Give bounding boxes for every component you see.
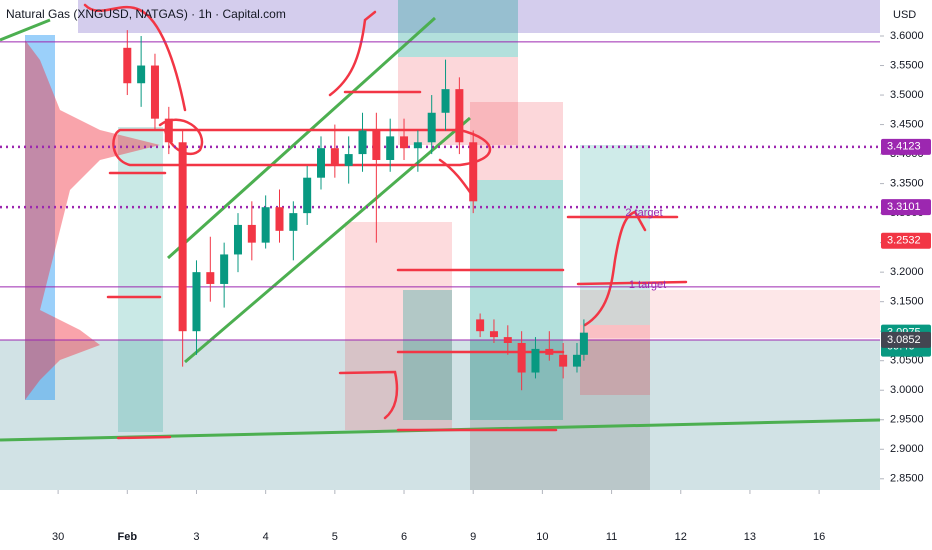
candle-body [233,224,242,255]
zone [580,145,650,325]
candle-body [303,177,312,214]
candle-body [476,319,485,332]
x-tick-label: 11 [606,531,617,543]
volume-profile [25,35,55,400]
x-tick-label: Feb [118,531,138,543]
zone [580,325,650,395]
candle-body [206,272,215,284]
candle-body [137,65,146,84]
freehand [328,10,377,97]
candle-body [317,148,326,178]
candle-body [289,213,298,231]
candle-body [559,354,568,367]
price-label: 3.3101 [887,201,921,213]
zone [470,180,563,420]
freehand [576,280,688,286]
candle-body [427,112,436,143]
x-tick-label: 13 [744,531,756,543]
candle-body [164,118,173,143]
zone [0,340,880,490]
x-tick-label: 16 [813,531,825,543]
candle-body [150,65,159,119]
y-tick-label: 2.9500 [890,414,924,426]
candle-body [372,130,381,160]
x-tick-label: 4 [263,531,269,543]
candle-body [400,136,409,149]
zone [345,222,452,430]
candle-body [441,89,450,113]
price-label: 3.0852 [887,334,921,346]
x-tick-label: 6 [401,531,407,543]
candle-body [358,130,367,155]
y-tick-label: 3.5500 [890,59,924,71]
trend-line [166,16,437,260]
x-tick-label: 30 [52,531,64,543]
candle-body [489,331,498,338]
freehand [116,435,172,440]
price-badge [881,331,931,348]
price-label: 3.4123 [887,141,921,153]
candle-body [413,142,422,149]
trend-line [184,116,471,364]
axis-background [0,490,932,550]
candle-body [330,148,339,166]
zone [78,0,880,33]
x-tick-label: 9 [470,531,476,543]
candle-body [579,332,588,355]
volume-profile [25,40,160,400]
y-tick-label: 2.9000 [890,443,924,455]
price-badge [881,138,931,155]
candle-body [192,272,201,332]
currency: USD [893,9,916,21]
freehand [338,370,399,420]
y-tick-label: 3.2000 [890,266,924,278]
candle-body [469,142,478,202]
y-tick-label: 3.0000 [890,384,924,396]
y-tick-label: 3.0500 [890,355,924,367]
candle-body [503,337,512,343]
zone [398,0,518,57]
candle-body [545,348,554,355]
zone [118,127,163,432]
y-tick-label: 3.6000 [890,30,924,42]
x-tick-label: 10 [536,531,548,543]
x-tick-label: 3 [193,531,199,543]
y-tick-label: 2.8500 [890,473,924,485]
trend-line [0,18,51,42]
candle-body [275,207,284,231]
candle-body [261,207,270,243]
x-tick-label: 12 [675,531,687,543]
price-badge [881,199,931,216]
zone [580,290,880,338]
candle-body [220,254,229,284]
y-tick-label: 3.5000 [890,89,924,101]
y-tick-label: 3.4500 [890,118,924,130]
candle-body [123,47,132,84]
price-badge [881,232,931,249]
y-tick-label: 3.1500 [890,296,924,308]
x-tick-label: 5 [332,531,338,543]
candle-body [178,142,187,332]
candle-body [344,154,353,166]
freehand [83,3,187,112]
zone [403,290,452,420]
chart-title: Natural Gas (XNGUSD, NATGAS) · 1h · Capi… [6,7,286,21]
y-tick-label: 3.3500 [890,178,924,190]
annotation: 2 target [625,207,662,219]
candle-body [386,136,395,160]
candle-body [531,348,540,373]
candle-body [247,224,256,243]
annotation: 1 target [629,279,666,291]
candle-body [517,343,526,373]
freehand [112,128,492,167]
freehand [583,210,647,327]
price-label: 3.2532 [887,235,921,247]
candle-body [455,89,464,143]
candle-body [572,354,581,367]
